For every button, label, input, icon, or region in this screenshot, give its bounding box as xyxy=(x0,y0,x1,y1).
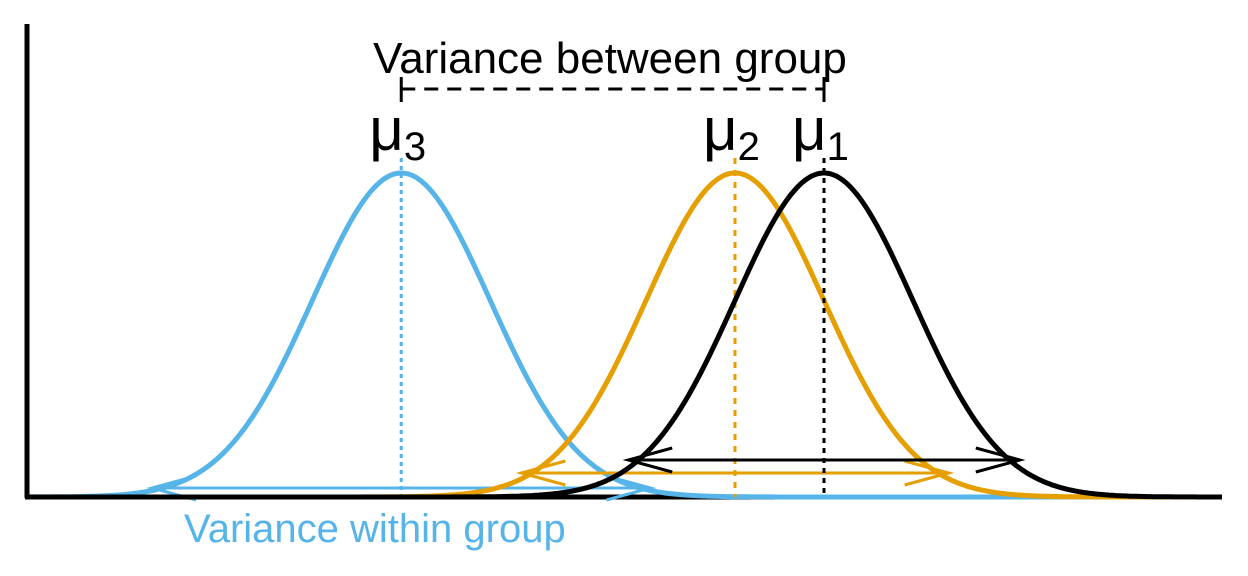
group3-mean-symbol: μ xyxy=(369,96,404,163)
group1-mean-symbol: μ xyxy=(792,96,827,163)
arrowhead-left xyxy=(515,459,566,487)
arrowhead-left xyxy=(622,446,673,474)
within-group-label: Variance within group xyxy=(184,507,566,551)
arrowhead-right xyxy=(606,474,657,502)
group2-mean-symbol: μ xyxy=(703,96,738,163)
group3-mean-subscript: 3 xyxy=(404,125,426,169)
group2-mean-label: μ2 xyxy=(703,96,760,169)
between-group-label: Variance between group xyxy=(373,34,847,83)
group3-density-curve xyxy=(26,170,1219,500)
group1-mean-label: μ1 xyxy=(792,96,849,169)
group2-mean-subscript: 2 xyxy=(738,125,760,169)
group3-mean-label: μ3 xyxy=(369,96,426,169)
group1-density-curve xyxy=(27,170,1219,500)
group2-within-arrow xyxy=(515,459,955,487)
group1-within-arrow xyxy=(622,446,1026,474)
group1-mean-subscript: 1 xyxy=(827,125,849,169)
between-group-bracket xyxy=(399,77,826,102)
group2-density-curve xyxy=(27,170,1219,500)
arrowhead-right xyxy=(904,459,955,487)
arrowhead-right xyxy=(975,446,1026,474)
